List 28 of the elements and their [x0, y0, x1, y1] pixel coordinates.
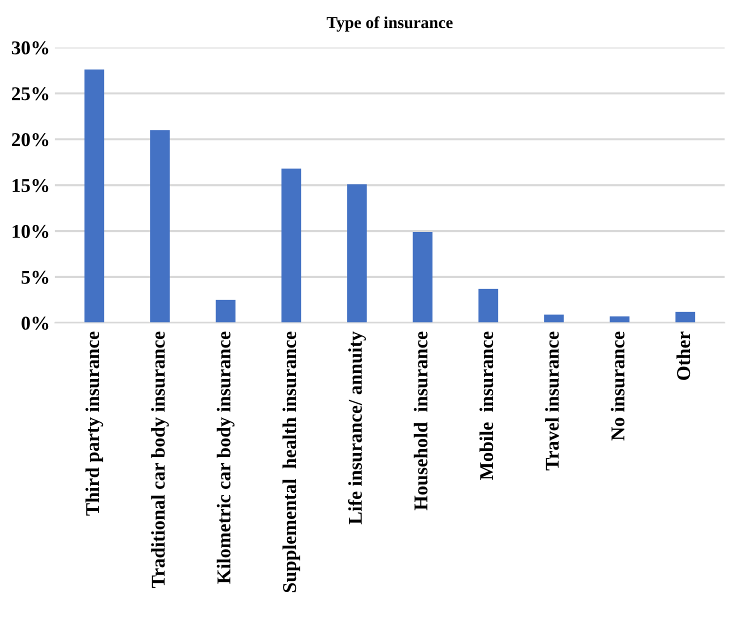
y-tick-label: 0% — [22, 316, 48, 330]
y-tick-label: 15% — [12, 178, 48, 192]
x-tick-label: Household insurance — [414, 332, 428, 510]
y-tick-label: 10% — [12, 224, 48, 238]
x-tick-label: Other — [676, 332, 690, 380]
x-tick-label: Travel insurance — [545, 332, 559, 470]
bar — [150, 130, 170, 323]
bar — [281, 168, 302, 323]
bar — [84, 70, 104, 323]
y-tick-label: 5% — [22, 270, 48, 284]
bar — [610, 316, 630, 323]
x-tick-label: Kilometric car body insurance — [216, 332, 234, 584]
y-tick-label: 30% — [12, 41, 48, 54]
y-tick-label: 25% — [12, 87, 48, 100]
bar — [675, 312, 696, 323]
bar — [347, 184, 367, 323]
chart-title: Type of insurance — [326, 16, 453, 32]
bar — [216, 300, 236, 323]
x-tick-label: Mobile insurance — [479, 332, 494, 480]
x-tick-label: Supplemental health insurance — [282, 332, 300, 592]
y-tick-label: 20% — [12, 133, 48, 146]
x-tick-label: Life insurance/ annuity — [348, 331, 366, 524]
bar — [412, 232, 432, 323]
bar — [478, 288, 498, 323]
bar — [544, 314, 564, 323]
x-tick-label: Traditional car body insurance — [151, 332, 169, 588]
x-tick-label: No insurance — [610, 332, 625, 440]
x-tick-label: Third party insurance — [85, 332, 104, 516]
